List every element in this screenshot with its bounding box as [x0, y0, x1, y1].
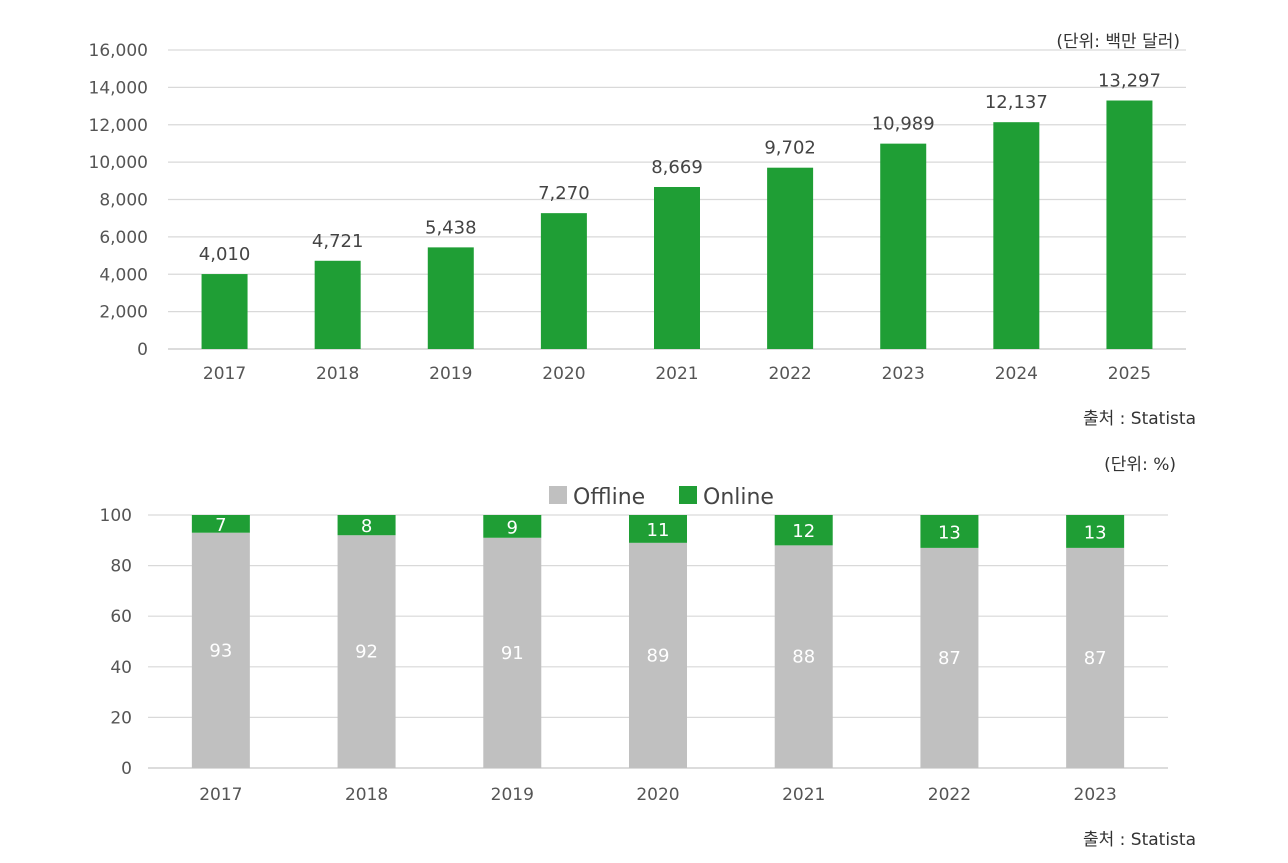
bar [1106, 100, 1153, 349]
bar [767, 167, 814, 349]
y-tick-label: 60 [110, 607, 132, 627]
bar-offline [920, 547, 979, 768]
bar-offline [483, 537, 542, 768]
legend-swatch-online [679, 486, 697, 504]
legend-label-offline: Offline [573, 485, 645, 510]
y-tick-label: 14,000 [89, 78, 148, 98]
y-tick-label: 4,000 [99, 265, 148, 285]
x-tick-label: 2024 [995, 364, 1038, 384]
bar-offline [191, 532, 250, 768]
bar-offline [774, 545, 833, 768]
data-label: 4,721 [312, 231, 364, 252]
x-tick-label: 2021 [782, 785, 825, 805]
data-label-offline: 87 [1084, 648, 1107, 669]
unit-note: (단위: 백만 달러) [1056, 32, 1180, 52]
x-tick-label: 2025 [1108, 364, 1151, 384]
bar [427, 247, 474, 349]
y-tick-label: 20 [110, 708, 132, 728]
bar [993, 122, 1040, 349]
data-label: 4,010 [199, 244, 251, 265]
x-tick-label: 2019 [491, 785, 534, 805]
x-tick-label: 2019 [429, 364, 472, 384]
y-tick-label: 80 [110, 557, 132, 577]
bar-online [774, 515, 833, 546]
x-tick-label: 2020 [542, 364, 585, 384]
data-label: 12,137 [985, 92, 1048, 113]
data-label: 13,297 [1098, 71, 1161, 92]
y-tick-label: 8,000 [99, 191, 148, 211]
data-label-offline: 91 [501, 643, 524, 664]
x-tick-label: 2021 [655, 364, 698, 384]
bar [314, 260, 361, 349]
data-label-online: 9 [507, 517, 518, 538]
bar [540, 213, 587, 349]
y-tick-label: 0 [137, 340, 148, 360]
legend-label-online: Online [703, 485, 774, 510]
bar-offline [337, 535, 396, 768]
bar-online [191, 515, 250, 533]
data-label-offline: 88 [792, 647, 815, 668]
y-tick-label: 100 [100, 506, 132, 526]
y-tick-label: 2,000 [99, 303, 148, 323]
x-tick-label: 2022 [928, 785, 971, 805]
x-tick-label: 2017 [203, 364, 246, 384]
x-tick-label: 2020 [636, 785, 679, 805]
revenue-bar-chart: 0 2,000 4,000 6,000 8,000 10,000 12,000 14,000 1… [89, 32, 1196, 429]
x-tick-label: 2022 [768, 364, 811, 384]
y-tick-label: 12,000 [89, 116, 148, 136]
data-label: 5,438 [425, 217, 477, 238]
x-tick-label: 2018 [345, 785, 388, 805]
x-tick-label: 2023 [1074, 785, 1117, 805]
bar [201, 274, 248, 349]
data-label-online: 13 [938, 522, 961, 543]
data-label-offline: 87 [938, 648, 961, 669]
y-tick-label: 6,000 [99, 228, 148, 248]
bar-online [483, 515, 542, 538]
data-label-offline: 93 [209, 640, 232, 661]
data-label: 9,702 [764, 138, 816, 159]
x-tick-label: 2018 [316, 364, 359, 384]
bar [880, 143, 927, 349]
bar-online [1066, 515, 1125, 548]
data-label-offline: 92 [355, 642, 378, 663]
bar-offline [1066, 547, 1125, 768]
source-note: 출처 : Statista [1083, 409, 1196, 429]
data-label-online: 8 [361, 516, 372, 537]
y-tick-label: 0 [121, 759, 132, 779]
y-tick-label: 40 [110, 658, 132, 678]
y-tick-label: 16,000 [89, 41, 148, 61]
bar-offline [629, 542, 687, 768]
x-tick-label: 2017 [199, 785, 242, 805]
data-label: 10,989 [872, 114, 935, 135]
data-label-online: 13 [1084, 522, 1107, 543]
data-label-online: 7 [215, 515, 226, 536]
unit-note: (단위: %) [1104, 455, 1176, 475]
bar [654, 186, 700, 349]
data-label-online: 12 [792, 521, 815, 542]
data-label: 7,270 [538, 183, 590, 204]
bar-online [920, 515, 979, 548]
source-note: 출처 : Statista [1083, 830, 1196, 850]
data-label-online: 11 [647, 520, 670, 541]
y-tick-label: 10,000 [89, 153, 148, 173]
bar-online [337, 515, 396, 536]
legend-swatch-offline [549, 486, 567, 504]
x-tick-label: 2023 [882, 364, 925, 384]
data-label-offline: 89 [647, 645, 670, 666]
bar-online [629, 515, 687, 543]
data-label: 8,669 [651, 157, 703, 178]
